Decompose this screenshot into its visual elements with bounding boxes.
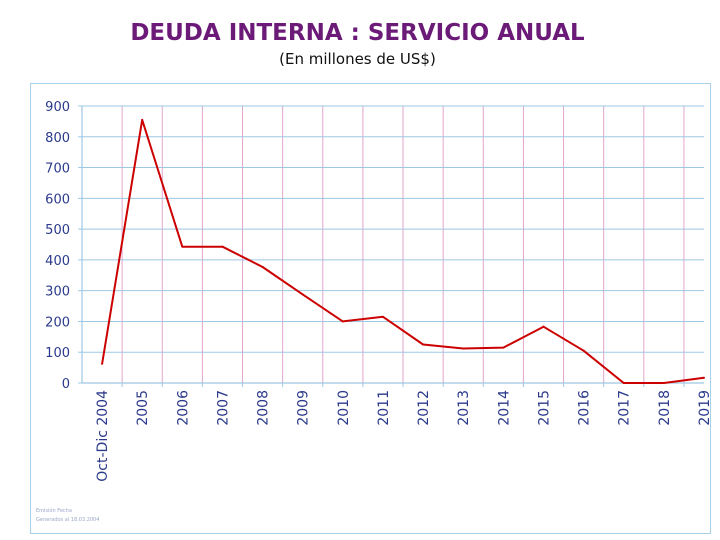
y-tick-label: 500 bbox=[45, 223, 70, 238]
x-tick-label: 2012 bbox=[416, 390, 432, 426]
y-tick-label: 600 bbox=[45, 192, 70, 207]
x-tick-label: 2017 bbox=[617, 390, 633, 426]
y-tick-label: 800 bbox=[45, 131, 70, 146]
y-tick-label: 400 bbox=[45, 254, 70, 269]
data-point bbox=[422, 343, 425, 346]
x-tick-label: 2009 bbox=[296, 390, 312, 426]
x-tick-label: 2016 bbox=[577, 390, 593, 426]
footnote-line-1: Emisión Fecha bbox=[36, 508, 72, 514]
x-tick-label: 2019 bbox=[697, 390, 713, 426]
x-tick-label: 2013 bbox=[456, 390, 472, 426]
x-tick-label: Oct-Dic 2004 bbox=[95, 390, 111, 482]
x-tick-label: 2015 bbox=[536, 390, 552, 426]
y-tick-label: 700 bbox=[45, 162, 70, 177]
x-tick-label: 2006 bbox=[175, 390, 191, 426]
x-tick-label: 2008 bbox=[256, 390, 272, 426]
data-point bbox=[542, 325, 545, 328]
data-point bbox=[101, 362, 104, 365]
chart-subtitle: (En millones de US$) bbox=[279, 50, 436, 68]
data-point bbox=[181, 245, 184, 248]
y-tick-label: 200 bbox=[45, 315, 70, 330]
chart-title: DEUDA INTERNA : SERVICIO ANUAL bbox=[130, 20, 585, 46]
series-line bbox=[101, 118, 705, 384]
x-tick-label: 2014 bbox=[496, 390, 512, 426]
data-point bbox=[582, 349, 585, 352]
y-tick-label: 0 bbox=[62, 377, 70, 392]
data-point bbox=[462, 347, 465, 350]
x-tick-label: 2005 bbox=[135, 390, 151, 426]
x-tick-label: 2011 bbox=[376, 390, 392, 426]
data-point bbox=[381, 315, 384, 318]
footnote-line-2: Generados al 18.03.2004 bbox=[36, 517, 100, 523]
data-point bbox=[261, 265, 264, 268]
data-point bbox=[703, 376, 705, 379]
data-point bbox=[221, 245, 224, 248]
x-tick-label: 2018 bbox=[657, 390, 673, 426]
y-tick-label: 100 bbox=[45, 346, 70, 361]
x-tick-label: 2007 bbox=[215, 390, 231, 426]
chart-frame bbox=[30, 83, 711, 534]
data-point bbox=[662, 382, 665, 384]
data-point bbox=[622, 382, 625, 384]
data-point bbox=[301, 293, 304, 296]
data-point bbox=[341, 320, 344, 323]
y-tick-label: 300 bbox=[45, 285, 70, 300]
data-point bbox=[502, 346, 505, 349]
x-tick-label: 2010 bbox=[336, 390, 352, 426]
y-tick-label: 900 bbox=[45, 100, 70, 115]
data-point bbox=[141, 118, 144, 121]
